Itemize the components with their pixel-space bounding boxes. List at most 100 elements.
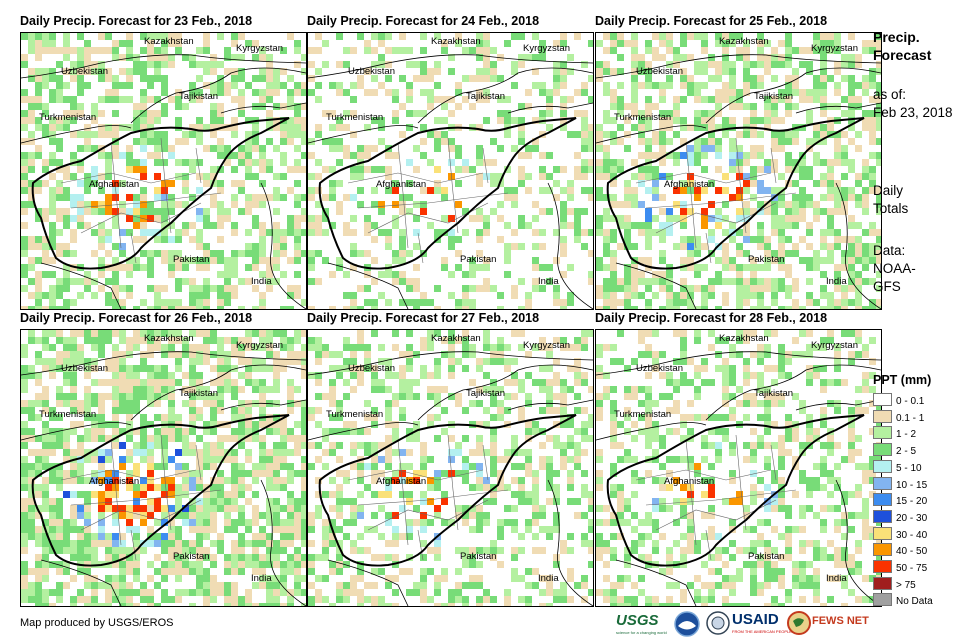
- forecast-panel: Daily Precip. Forecast for 26 Feb., 2018…: [20, 309, 307, 607]
- forecast-panel: Daily Precip. Forecast for 28 Feb., 2018…: [595, 309, 882, 607]
- country-label-india: India: [826, 573, 847, 584]
- country-label-kazakhstan: Kazakhstan: [719, 333, 769, 344]
- panel-title: Daily Precip. Forecast for 26 Feb., 2018: [20, 311, 253, 325]
- forecast-panel: Daily Precip. Forecast for 24 Feb., 2018…: [307, 12, 594, 310]
- country-label-pakistan: Pakistan: [173, 254, 210, 265]
- forecast-panel: Daily Precip. Forecast for 23 Feb., 2018…: [20, 12, 307, 310]
- legend-label: 1 - 2: [896, 429, 917, 441]
- legend-item: 30 - 40: [873, 526, 928, 542]
- legend-item: > 75: [873, 576, 916, 592]
- country-label-pakistan: Pakistan: [460, 551, 497, 562]
- country-label-turkmenistan: Turkmenistan: [326, 409, 384, 420]
- afghanistan-border: [31, 414, 290, 567]
- country-label-tajikistan: Tajikistan: [179, 91, 219, 102]
- forecast-map: Kazakhstan Kyrgyzstan Uzbekistan Tajikistan…: [595, 32, 882, 310]
- country-label-turkmenistan: Turkmenistan: [39, 409, 97, 420]
- forecast-title: Precip. Forecast: [873, 29, 932, 63]
- usaid-logo: USAID: [732, 611, 779, 628]
- country-label-pakistan: Pakistan: [173, 551, 210, 562]
- legend-item: 0 - 0.1: [873, 393, 924, 408]
- logo-strip: USGS science for a changing world USAID …: [616, 608, 869, 638]
- country-label-uzbekistan: Uzbekistan: [61, 363, 108, 374]
- legend-swatch: [873, 576, 892, 590]
- forecast-map: Kazakhstan Kyrgyzstan Uzbekistan Tajikistan…: [20, 329, 307, 607]
- forecast-map: Kazakhstan Kyrgyzstan Uzbekistan Tajikistan…: [20, 32, 307, 310]
- legend-swatch: [873, 443, 892, 457]
- legend-swatch: [873, 493, 892, 507]
- country-label-kazakhstan: Kazakhstan: [719, 36, 769, 47]
- daily-totals-label: Daily Totals: [873, 183, 909, 216]
- precip-map-graphic: [308, 33, 593, 309]
- country-label-pakistan: Pakistan: [748, 254, 785, 265]
- precip-map-graphic: [21, 33, 306, 309]
- map-credit: Map produced by USGS/EROS: [20, 617, 174, 629]
- usaid-tagline: FROM THE AMERICAN PEOPLE: [732, 629, 792, 634]
- country-label-afghanistan: Afghanistan: [376, 179, 427, 190]
- country-label-tajikistan: Tajikistan: [179, 388, 219, 399]
- legend-label: 0.1 - 1: [896, 412, 925, 424]
- panel-title: Daily Precip. Forecast for 23 Feb., 2018: [20, 14, 253, 28]
- legend-label: 40 - 50: [896, 546, 928, 558]
- legend-label: 20 - 30: [896, 512, 928, 524]
- country-label-india: India: [538, 276, 559, 287]
- legend-title: PPT (mm): [873, 373, 932, 387]
- forecast-panel: Daily Precip. Forecast for 27 Feb., 2018…: [307, 309, 594, 607]
- legend-swatch: [873, 526, 892, 540]
- country-label-uzbekistan: Uzbekistan: [636, 66, 683, 77]
- country-label-kyrgyzstan: Kyrgyzstan: [523, 43, 570, 54]
- legend-swatch: [873, 509, 892, 523]
- legend-label: 2 - 5: [896, 446, 917, 458]
- legend-swatch: [873, 476, 892, 490]
- forecast-map: Kazakhstan Kyrgyzstan Uzbekistan Tajikistan…: [307, 329, 594, 607]
- legend-item: 5 - 10: [873, 459, 922, 475]
- country-label-tajikistan: Tajikistan: [466, 388, 506, 399]
- forecast-map: Kazakhstan Kyrgyzstan Uzbekistan Tajikistan…: [307, 32, 594, 310]
- panel-title: Daily Precip. Forecast for 27 Feb., 2018: [307, 311, 540, 325]
- legend-item: 0.1 - 1: [873, 409, 925, 425]
- country-label-kazakhstan: Kazakhstan: [431, 333, 481, 344]
- country-label-kyrgyzstan: Kyrgyzstan: [236, 340, 283, 351]
- legend-label: 5 - 10: [896, 462, 922, 474]
- legend-item: 10 - 15: [873, 476, 927, 492]
- country-label-afghanistan: Afghanistan: [376, 476, 427, 487]
- country-label-india: India: [826, 276, 847, 287]
- afghanistan-border: [31, 117, 290, 270]
- noaa-logo-icon: [674, 611, 700, 637]
- as-of-label: as of:: [873, 87, 907, 102]
- data-source: NOAA-GFS: [873, 261, 916, 294]
- country-label-india: India: [251, 573, 272, 584]
- legend-swatch: [873, 593, 892, 607]
- legend-item: 15 - 20: [873, 493, 927, 508]
- country-label-uzbekistan: Uzbekistan: [348, 66, 395, 77]
- country-label-afghanistan: Afghanistan: [89, 179, 140, 190]
- afghanistan-border: [318, 117, 577, 270]
- panel-title: Daily Precip. Forecast for 28 Feb., 2018: [595, 311, 828, 325]
- data-label: Data:: [873, 243, 906, 258]
- country-label-uzbekistan: Uzbekistan: [61, 66, 108, 77]
- panel-title: Daily Precip. Forecast for 25 Feb., 2018: [595, 14, 828, 28]
- legend-item: 20 - 30: [873, 509, 928, 525]
- country-label-afghanistan: Afghanistan: [89, 476, 140, 487]
- country-label-turkmenistan: Turkmenistan: [614, 112, 672, 123]
- legend-item: 2 - 5: [873, 443, 916, 458]
- legend-label: 15 - 20: [896, 496, 928, 508]
- legend-label: 0 - 0.1: [896, 396, 925, 407]
- legend-label: No Data: [896, 596, 933, 608]
- legend-swatch: [873, 459, 892, 473]
- afghanistan-border: [606, 414, 865, 567]
- dos-seal-icon: [706, 611, 730, 635]
- legend-swatch: [873, 560, 892, 573]
- forecast-panel: Daily Precip. Forecast for 25 Feb., 2018…: [595, 12, 882, 310]
- forecast-map: Kazakhstan Kyrgyzstan Uzbekistan Tajikistan…: [595, 329, 882, 607]
- country-label-india: India: [251, 276, 272, 287]
- country-label-turkmenistan: Turkmenistan: [39, 112, 97, 123]
- precip-map-graphic: [596, 33, 881, 309]
- fewsnet-globe-icon: [787, 611, 811, 635]
- legend-item: No Data: [873, 593, 933, 608]
- country-label-kazakhstan: Kazakhstan: [144, 36, 194, 47]
- legend-item: 40 - 50: [873, 543, 927, 558]
- country-label-pakistan: Pakistan: [460, 254, 497, 265]
- legend-label: 30 - 40: [896, 529, 928, 541]
- country-label-kyrgyzstan: Kyrgyzstan: [811, 43, 858, 54]
- legend-swatch: [873, 393, 892, 406]
